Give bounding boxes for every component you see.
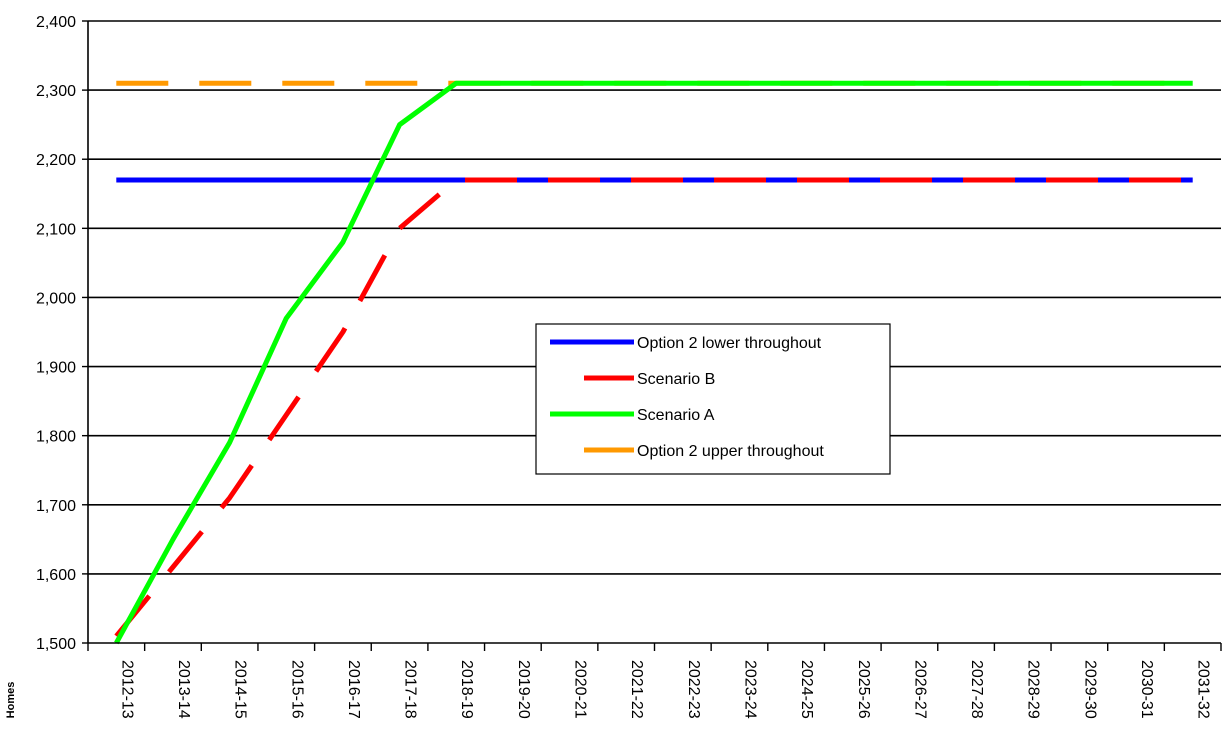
y-tick-label: 1,800 <box>36 429 76 446</box>
y-tick-label: 2,100 <box>36 221 76 238</box>
x-tick-label: 2025-26 <box>855 660 872 719</box>
x-tick-label: 2027-28 <box>968 660 985 719</box>
x-tick-label: 2029-30 <box>1081 660 1098 719</box>
y-tick-label: 1,500 <box>36 636 76 653</box>
gridlines <box>88 20 1221 575</box>
legend-label-option-2-lower-throughout: Option 2 lower throughout <box>637 335 822 352</box>
y-axis-title: Homes <box>5 682 17 719</box>
y-tick-label: 1,900 <box>36 360 76 377</box>
legend: Option 2 lower throughout Scenario B Scena… <box>535 323 891 475</box>
y-tick-label: 1,600 <box>36 567 76 584</box>
y-tick-label: 2,400 <box>36 14 76 31</box>
x-tick-label: 2031-32 <box>1195 660 1212 719</box>
y-tick-label: 2,000 <box>36 290 76 307</box>
x-tick-label: 2020-21 <box>572 660 589 719</box>
x-tick-label: 2022-23 <box>685 660 702 719</box>
x-tick-label: 2019-20 <box>515 660 532 719</box>
x-tick-label: 2013-14 <box>175 660 192 719</box>
x-tick-label: 2012-13 <box>118 660 135 719</box>
legend-label-option-2-upper-throughout: Option 2 upper throughout <box>637 443 824 460</box>
x-tick-label: 2016-17 <box>345 660 362 719</box>
legend-label-scenario-b: Scenario B <box>637 371 715 388</box>
x-tick-label: 2017-18 <box>402 660 419 719</box>
x-tick-label: 2026-27 <box>911 660 928 719</box>
legend-label-scenario-a: Scenario A <box>637 407 715 424</box>
y-axis-ticks: 1,500 1,600 1,700 1,800 1,900 2,000 2,100 2,200… <box>36 14 88 653</box>
x-tick-label: 2030-31 <box>1138 660 1155 719</box>
x-tick-label: 2015-16 <box>288 660 305 719</box>
x-tick-label: 2024-25 <box>798 660 815 719</box>
series-lines <box>114 80 1193 645</box>
x-tick-label: 2028-29 <box>1025 660 1042 719</box>
series-line-scenario-a <box>114 80 1193 645</box>
x-axis-ticks: 2012-13 2013-14 2014-15 2015-16 2016-17 2017-… <box>87 643 1222 719</box>
x-tick-label: 2014-15 <box>232 660 249 719</box>
x-tick-label: 2018-19 <box>458 660 475 719</box>
x-tick-label: 2021-22 <box>628 660 645 719</box>
series-line-scenario-b <box>114 177 1193 638</box>
x-tick-label: 2023-24 <box>741 660 758 719</box>
y-tick-label: 2,300 <box>36 83 76 100</box>
y-tick-label: 1,700 <box>36 498 76 515</box>
y-tick-label: 2,200 <box>36 152 76 169</box>
